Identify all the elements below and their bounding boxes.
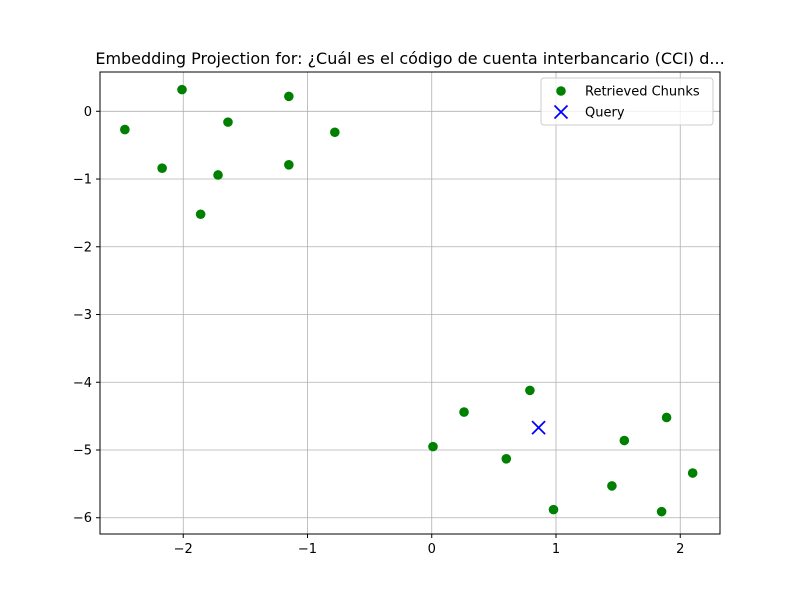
chunk-point xyxy=(661,412,672,423)
chunk-point xyxy=(223,117,233,127)
chunk-point xyxy=(284,160,294,170)
chunk-point xyxy=(284,91,294,102)
chunk-point xyxy=(687,468,698,478)
y-tick-label: −2 xyxy=(73,240,92,255)
legend: Retrieved Chunks Query xyxy=(540,77,714,126)
chunk-point xyxy=(525,385,535,396)
x-tick-label: 1 xyxy=(552,542,560,557)
x-tick-label: 2 xyxy=(676,542,684,557)
grid xyxy=(100,72,720,534)
chunk-point xyxy=(501,454,512,464)
plot-area-frame xyxy=(99,71,721,535)
y-tick-label: −6 xyxy=(73,511,92,526)
y-tick-label: −3 xyxy=(73,308,92,323)
chunk-point xyxy=(619,435,630,446)
query-point xyxy=(531,420,546,435)
chart-title: Embedding Projection for: ¿Cuál es el có… xyxy=(95,49,724,68)
y-tick-label: −1 xyxy=(73,173,92,188)
chunk-point xyxy=(656,506,667,517)
chunk-point xyxy=(213,170,223,180)
chunk-point xyxy=(120,124,130,135)
x-tick-label: −2 xyxy=(174,542,193,557)
chunk-point xyxy=(607,481,617,491)
legend-marker xyxy=(553,104,569,120)
chunk-point xyxy=(459,407,469,417)
legend-label: Retrieved Chunks xyxy=(585,85,700,100)
data-points xyxy=(120,84,698,517)
chunk-point xyxy=(330,127,340,138)
axis-ticks: −2 −1 0 1 2 0 −1 −2 −3 −4 −5 −6 xyxy=(73,105,685,557)
y-tick-label: −5 xyxy=(73,444,92,459)
legend-box xyxy=(540,77,714,126)
chunk-point xyxy=(548,504,559,515)
chunk-point xyxy=(428,441,438,452)
chunk-point xyxy=(195,209,206,220)
y-tick-label: 0 xyxy=(84,105,92,120)
x-tick-label: −1 xyxy=(298,542,317,557)
legend-marker xyxy=(556,86,566,96)
legend-label: Query xyxy=(585,106,625,121)
y-tick-label: −4 xyxy=(73,376,92,391)
x-tick-label: 0 xyxy=(428,542,436,557)
chunk-point xyxy=(157,163,167,173)
chunk-point xyxy=(177,84,187,95)
